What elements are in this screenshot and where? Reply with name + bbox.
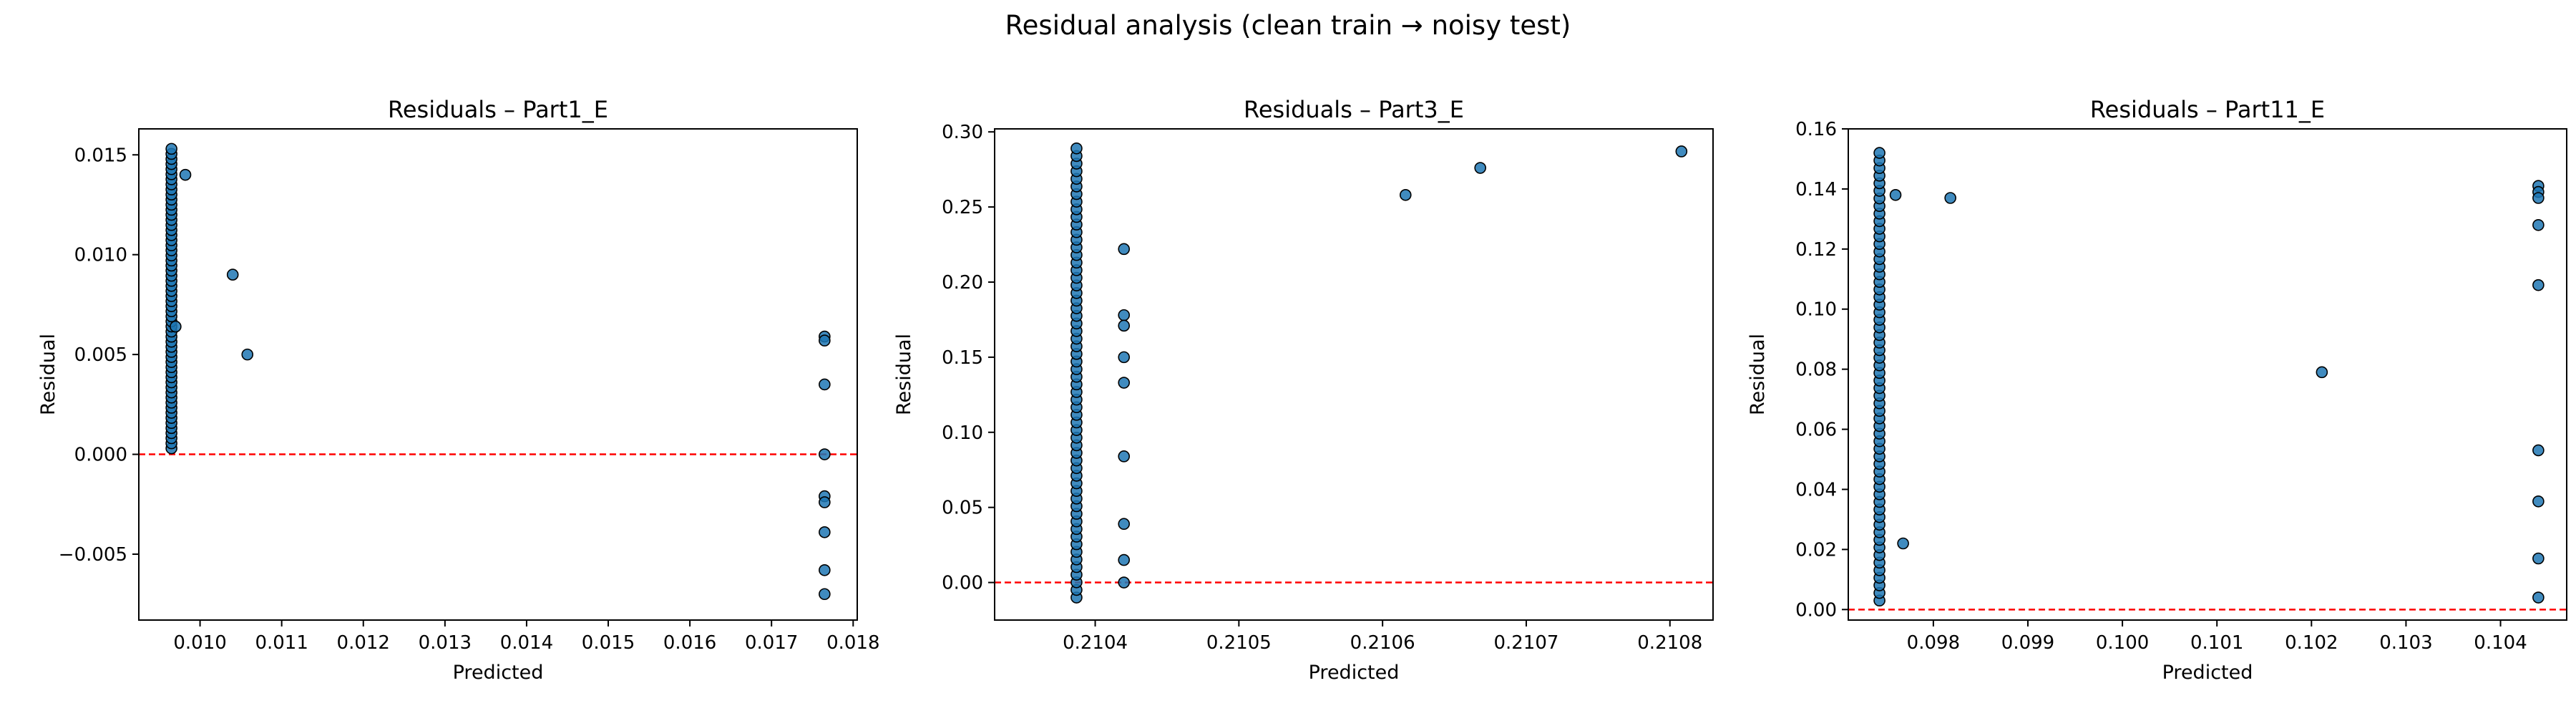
scatter-panel-3: Residuals – Part11_E Predicted Residual 0.0… [1747,96,2567,684]
data-point [1118,518,1131,531]
data-point [2532,192,2545,204]
data-point [2532,552,2545,565]
x-axis-label: Predicted [1309,662,1400,684]
x-tick-label: 0.099 [2001,632,2054,654]
y-tick-label: 0.015 [74,145,127,166]
x-tick-label: 0.2105 [1206,632,1272,654]
y-tick-label: 0.000 [74,445,127,466]
data-point [1118,309,1131,321]
x-tick-label: 0.2104 [1063,632,1128,654]
x-tick-label: 0.102 [2285,632,2338,654]
x-tick-label: 0.017 [745,632,798,654]
data-point [2532,279,2545,291]
y-tick-label: 0.010 [74,245,127,266]
data-point [1118,351,1131,364]
data-point [1897,537,1909,550]
data-point [819,526,831,538]
data-point [1675,145,1688,158]
data-point [1399,189,1412,201]
data-point [2532,218,2545,231]
y-axis-label: Residual [893,334,915,415]
figure-title: Residual analysis (clean train → noisy t… [1005,10,1571,41]
x-tick-label: 0.2108 [1637,632,1702,654]
x-tick-label: 0.100 [2096,632,2149,654]
data-point [819,334,831,347]
x-tick-label: 0.016 [663,632,716,654]
y-tick-label: 0.10 [1795,299,1837,321]
y-tick-label: 0.25 [942,197,983,218]
plot-frame [1848,128,2567,621]
panel-title: Residuals – Part11_E [2090,96,2325,123]
x-axis-label: Predicted [453,662,544,684]
data-point [165,142,177,155]
x-axis-label: Predicted [2162,662,2253,684]
x-tick-label: 0.104 [2474,632,2527,654]
x-tick-label: 0.012 [337,632,390,654]
x-tick-label: 0.011 [255,632,308,654]
data-point [2532,495,2545,508]
data-point [1873,147,1885,159]
data-point [179,168,192,181]
y-tick-label: 0.14 [1795,179,1837,200]
y-tick-label: 0.10 [942,422,983,444]
x-tick-label: 0.103 [2379,632,2432,654]
y-axis-label: Residual [37,334,59,415]
x-tick-label: 0.098 [1907,632,1960,654]
y-tick-label: 0.04 [1795,479,1837,500]
data-point [1118,243,1131,256]
data-point [1474,162,1487,174]
x-tick-label: 0.015 [582,632,635,654]
data-point [819,588,831,601]
plot-frame [994,128,1714,621]
data-point [1118,553,1131,566]
data-point [1118,377,1131,389]
y-tick-label: 0.005 [74,344,127,366]
y-tick-label: 0.15 [942,347,983,369]
x-tick-label: 0.014 [500,632,553,654]
y-tick-label: 0.08 [1795,359,1837,381]
x-tick-label: 0.2107 [1493,632,1558,654]
data-point [226,268,239,281]
data-point [241,348,254,361]
data-point [2532,591,2545,604]
data-point [2316,366,2328,379]
y-tick-label: 0.12 [1795,239,1837,261]
data-point [1070,142,1083,155]
scatter-panel-1: Residuals – Part1_E Predicted Residual 0.01… [37,96,880,684]
data-point [170,320,182,333]
data-point [1118,319,1131,332]
y-tick-label: 0.30 [942,122,983,143]
x-tick-label: 0.010 [173,632,226,654]
panels: Residuals – Part1_E Predicted Residual 0.01… [37,96,2567,684]
y-tick-label: 0.05 [942,498,983,519]
y-axis-label: Residual [1747,334,1769,415]
x-tick-label: 0.101 [2190,632,2243,654]
x-tick-label: 0.2106 [1350,632,1415,654]
data-point [2532,444,2545,457]
y-tick-label: 0.20 [942,272,983,294]
panel-title: Residuals – Part1_E [388,96,608,123]
data-point [1118,576,1131,589]
y-tick-label: 0.02 [1795,539,1837,561]
panel-title: Residuals – Part3_E [1244,96,1464,123]
y-tick-label: −0.005 [59,544,127,566]
data-point [819,563,831,576]
y-tick-label: 0.00 [1795,599,1837,621]
y-tick-label: 0.16 [1795,119,1837,140]
data-point [1118,450,1131,463]
y-tick-label: 0.06 [1795,420,1837,441]
x-tick-label: 0.013 [419,632,472,654]
data-point [819,496,831,508]
data-point [819,448,831,460]
data-point [1944,192,1956,204]
y-tick-label: 0.00 [942,573,983,594]
scatter-panel-2: Residuals – Part3_E Predicted Residual 0.21… [893,96,1714,684]
plot-frame [138,128,858,621]
x-tick-label: 0.018 [826,632,879,654]
data-point [1889,189,1902,201]
data-point [819,378,831,391]
